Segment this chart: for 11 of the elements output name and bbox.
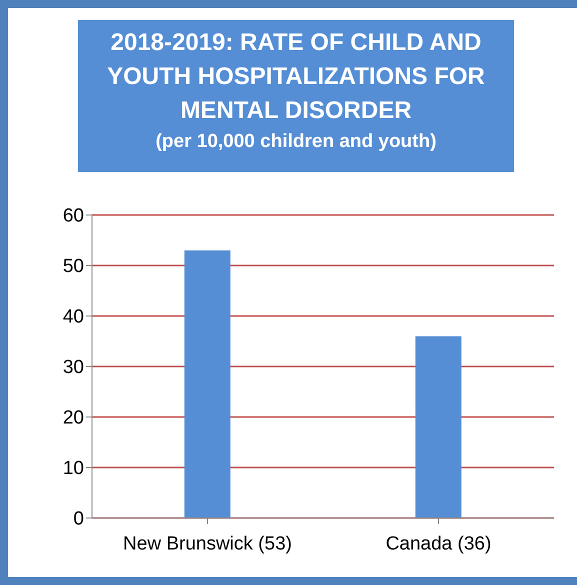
y-tick-label: 20 <box>62 408 84 429</box>
x-tick-label: Canada (36) <box>386 533 492 554</box>
chart-subtitle: (per 10,000 children and youth) <box>154 130 438 154</box>
y-tick-label: 0 <box>73 508 84 530</box>
y-tick-label: 40 <box>62 306 84 328</box>
y-tick-label: 60 <box>62 206 84 227</box>
y-tick-label: 10 <box>62 458 84 480</box>
chart-title: 2018-2019: RATE OF CHILD AND YOUTH HOSPITALIZATIONS FOR MENTAL DISORDER <box>106 28 486 126</box>
y-tick-label: 30 <box>62 357 84 378</box>
x-tick-label: New Brunswick (53) <box>123 533 292 554</box>
y-tick-label: 50 <box>62 256 84 278</box>
